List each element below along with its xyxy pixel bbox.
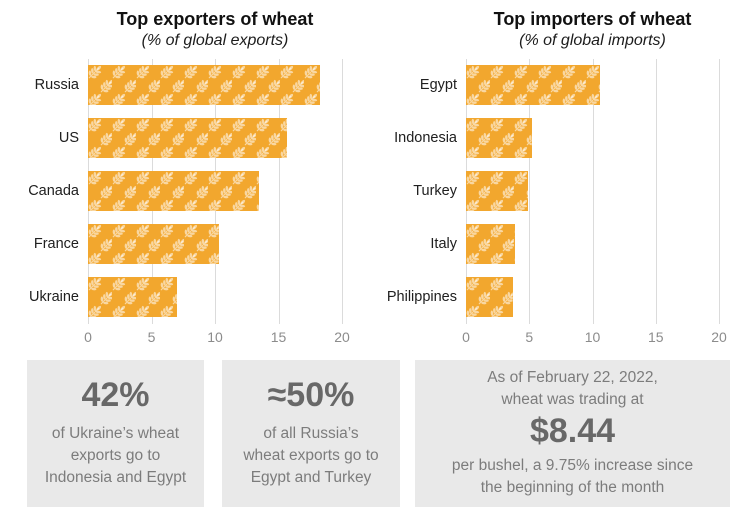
axis-tick-label: 5 <box>525 328 534 345</box>
wheat-pattern-icon <box>466 224 516 264</box>
chart-row: Russia <box>0 59 372 112</box>
bar-slot <box>88 171 342 211</box>
stat-text-line: of Ukraine’s wheat <box>51 424 180 442</box>
bar-egypt <box>466 65 601 105</box>
wheat-pattern-icon <box>88 277 177 317</box>
wheat-pattern-icon <box>466 118 532 158</box>
wheat-pattern-icon <box>466 171 528 211</box>
stat-text-line: wheat was trading at <box>501 391 644 409</box>
stat-box-russia-exports: ≈50% of all Russia’s wheat exports go to… <box>222 359 400 507</box>
gridline <box>719 58 720 324</box>
bar-italy <box>466 224 516 264</box>
bar-russia <box>88 65 321 105</box>
category-label: Philippines <box>386 289 457 305</box>
gridline <box>592 58 594 324</box>
chart-header: Top importers of wheat (% of global impo… <box>466 8 719 51</box>
axis-tick-label: 5 <box>147 328 156 345</box>
gridline <box>529 58 531 324</box>
bar-slot <box>466 171 719 211</box>
category-label: Indonesia <box>394 130 457 146</box>
chart-rows: Russia US Canada France Ukraine <box>0 59 372 324</box>
bar-france <box>88 224 219 264</box>
importers-chart: Top importers of wheat (% of global impo… <box>372 8 745 350</box>
category-label: France <box>33 236 79 252</box>
stat-text-line: the beginning of the month <box>480 478 665 496</box>
chart-row: Canada <box>0 165 372 218</box>
chart-rows: Egypt Indonesia Turkey Italy Philippines <box>372 59 745 324</box>
wheat-pattern-icon <box>88 224 219 264</box>
chart-row: US <box>0 112 372 165</box>
wheat-pattern-icon <box>88 171 260 211</box>
chart-title: Top importers of wheat <box>493 9 692 29</box>
axis-tick-label: 10 <box>207 328 223 345</box>
bar-canada <box>88 171 260 211</box>
stat-number: 42% <box>81 376 150 415</box>
bar-turkey <box>466 171 528 211</box>
stat-text-line: Egypt and Turkey <box>250 468 372 486</box>
gridline <box>342 58 343 324</box>
bar-us <box>88 118 288 158</box>
stat-text-line: As of February 22, 2022, <box>487 369 658 387</box>
bar-ukraine <box>88 277 177 317</box>
bar-slot <box>466 224 719 264</box>
stat-number: $8.44 <box>529 412 616 451</box>
bar-slot <box>466 65 719 105</box>
stat-text-line: per bushel, a 9.75% increase since <box>451 456 694 474</box>
chart-row: Ukraine <box>0 271 372 324</box>
charts-row: Top exporters of wheat (% of global expo… <box>0 8 745 350</box>
chart-subtitle: (% of global exports) <box>141 31 289 49</box>
chart-row: Turkey <box>372 165 745 218</box>
chart-title: Top exporters of wheat <box>116 9 314 29</box>
category-label: Egypt <box>419 77 457 93</box>
wheat-pattern-icon <box>88 118 288 158</box>
axis-tick-label: 10 <box>584 328 601 345</box>
bar-slot <box>88 224 342 264</box>
axis-tick-label: 0 <box>462 328 470 345</box>
bar-slot <box>88 277 342 317</box>
stat-number: ≈50% <box>267 376 355 415</box>
plot-area: Egypt Indonesia Turkey Italy Philippines <box>372 58 745 324</box>
gridline <box>278 58 280 324</box>
chart-subtitle: (% of global imports) <box>519 31 666 49</box>
x-axis: 0 5 10 15 20 <box>84 324 350 350</box>
chart-row: Philippines <box>372 271 745 324</box>
stat-box-wheat-price: As of February 22, 2022, wheat was tradi… <box>415 359 730 507</box>
axis-tick-label: 20 <box>334 328 350 345</box>
stat-box-ukraine-exports: 42% of Ukraine’s wheat exports go to Ind… <box>27 359 204 507</box>
wheat-pattern-icon <box>466 277 513 317</box>
category-label: Canada <box>28 183 79 199</box>
axis-tick-label: 15 <box>270 328 287 345</box>
category-label: Ukraine <box>29 289 79 305</box>
wheat-pattern-icon <box>466 65 601 105</box>
stat-text-line: exports go to <box>70 446 161 464</box>
axis-tick-label: 20 <box>711 328 727 345</box>
category-label: Russia <box>34 77 79 93</box>
category-label: US <box>58 130 79 146</box>
bar-slot <box>88 65 342 105</box>
axis-tick-label: 0 <box>84 328 92 345</box>
category-label: Turkey <box>413 183 457 199</box>
stat-text-line: Indonesia and Egypt <box>44 468 187 486</box>
chart-row: Indonesia <box>372 112 745 165</box>
gridline <box>655 58 657 324</box>
bar-slot <box>88 118 342 158</box>
bar-slot <box>466 277 719 317</box>
chart-row: France <box>0 218 372 271</box>
plot-area: Russia US Canada France Ukraine <box>0 58 372 324</box>
wheat-pattern-icon <box>88 65 321 105</box>
x-axis: 0 5 10 15 20 <box>462 324 727 350</box>
stat-text-line: wheat exports go to <box>243 446 379 464</box>
chart-header: Top exporters of wheat (% of global expo… <box>88 8 342 51</box>
stat-text-line: of all Russia’s <box>263 424 359 442</box>
category-label: Italy <box>430 236 457 252</box>
bar-philippines <box>466 277 513 317</box>
chart-row: Egypt <box>372 59 745 112</box>
bar-indonesia <box>466 118 532 158</box>
axis-tick-label: 15 <box>647 328 664 345</box>
chart-row: Italy <box>372 218 745 271</box>
bar-slot <box>466 118 719 158</box>
stats-row: 42% of Ukraine’s wheat exports go to Ind… <box>27 359 745 507</box>
exporters-chart: Top exporters of wheat (% of global expo… <box>0 8 372 350</box>
